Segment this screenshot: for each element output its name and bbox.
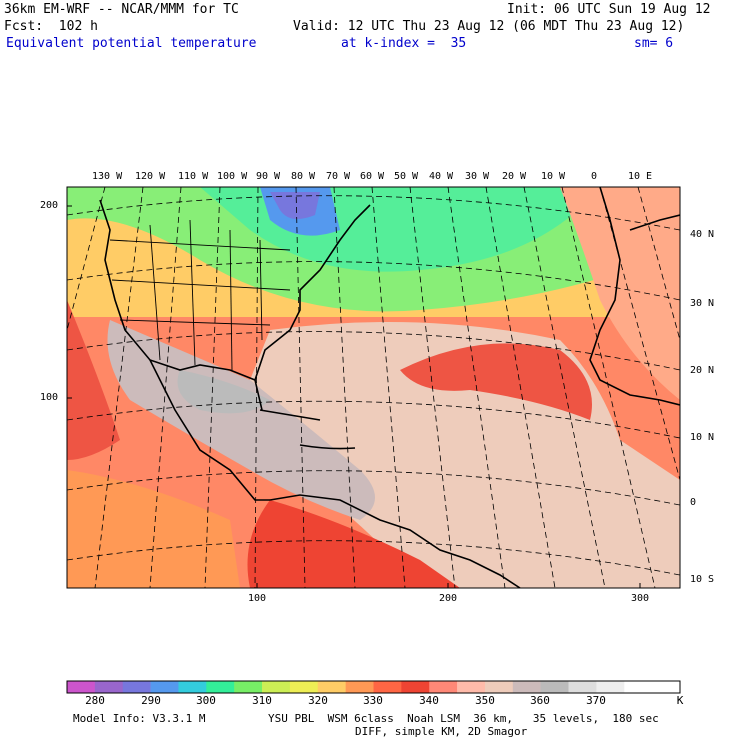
colorbar-label: 310 [252, 694, 272, 707]
colorbar-swatch [457, 681, 486, 693]
colorbar-swatch [317, 681, 346, 693]
colorbar-swatch [512, 681, 541, 693]
grid-ticks [67, 205, 641, 588]
grid-y-label: 200 [40, 200, 59, 211]
lon-label: 10 E [628, 171, 653, 182]
colorbar-swatch [652, 681, 681, 693]
model-info: Model Info: V3.3.1 M [73, 712, 206, 725]
lon-label: 110 W [178, 171, 209, 182]
field-pacific-orange [67, 470, 240, 588]
lon-label: 120 W [135, 171, 166, 182]
forecast-hour: Fcst: 102 h [4, 19, 98, 34]
coastlines [99, 187, 680, 588]
colorbar-label: 340 [419, 694, 439, 707]
colorbar-label: 290 [141, 694, 161, 707]
field-red-southamerica [247, 500, 460, 588]
field-name: Equivalent potential temperature [6, 36, 257, 51]
lat-label: 40 N [690, 229, 715, 240]
colorbar-label: 280 [85, 694, 105, 707]
lon-label: 60 W [360, 171, 385, 182]
lon-label: 70 W [326, 171, 351, 182]
colorbar-label: 360 [530, 694, 550, 707]
colorbar-label: 350 [475, 694, 495, 707]
colorbar-swatch [345, 681, 374, 693]
grid-x-label: 200 [439, 593, 458, 604]
field-pacific-red [67, 300, 120, 460]
colorbar-swatch [206, 681, 235, 693]
lon-label: 10 W [541, 171, 566, 182]
colorbar-swatch [150, 681, 179, 693]
field-east-warm [560, 187, 680, 400]
grid-x-label: 300 [631, 593, 650, 604]
lat-label: 0 [690, 497, 697, 508]
lat-label: 10 S [690, 574, 715, 585]
colorbar [66, 680, 681, 694]
diffusion-info: DIFF, simple KM, 2D Smagor [355, 725, 528, 738]
colorbar-swatch [568, 681, 597, 693]
colorbar-frame [66, 680, 681, 694]
colorbar-label: 370 [586, 694, 606, 707]
valid-time: Valid: 12 UTC Thu 23 Aug 12 (06 MDT Thu … [293, 19, 685, 34]
lon-label: 0 [591, 171, 598, 182]
colorbar-swatch [289, 681, 319, 693]
colorbar-swatch [540, 681, 569, 693]
colorbar-swatch [624, 681, 653, 693]
colorbar-swatch [122, 681, 151, 693]
lat-label: 10 N [690, 432, 715, 443]
grid-y-label: 100 [40, 392, 59, 403]
colorbar-swatch [429, 681, 458, 693]
colorbar-label: 300 [196, 694, 216, 707]
cold-pool-purple [270, 192, 320, 219]
init-time: Init: 06 UTC Sun 19 Aug 12 [507, 2, 711, 17]
latlon-grid [67, 187, 680, 588]
map-frame [66, 186, 681, 589]
colorbar-swatch [94, 681, 124, 693]
lon-label: 100 W [217, 171, 248, 182]
colorbar-swatch [262, 681, 291, 693]
lon-label: 50 W [394, 171, 419, 182]
colorbar-swatch [401, 681, 430, 693]
lat-label: 20 N [690, 365, 715, 376]
colorbar-swatch [484, 681, 514, 693]
lon-label: 90 W [256, 171, 281, 182]
lat-label: 30 N [690, 298, 715, 309]
colorbar-label: 330 [363, 694, 383, 707]
lon-label: 130 W [92, 171, 123, 182]
colorbar-swatch [67, 681, 96, 693]
model-title: 36km EM-WRF -- NCAR/MMM for TC [4, 2, 239, 17]
colorbar-unit: K [676, 694, 684, 707]
physics-info: YSU PBL WSM 6class Noah LSM 36 km, 35 le… [268, 712, 659, 725]
grid-x-label: 100 [248, 593, 267, 604]
colorbar-swatch [596, 681, 625, 693]
state-borders [109, 219, 291, 371]
colorbar-swatch [178, 681, 207, 693]
lon-label: 30 W [465, 171, 490, 182]
colorbar-swatch [373, 681, 402, 693]
colorbar-swatch [234, 681, 263, 693]
lon-label: 20 W [502, 171, 527, 182]
lon-label: 40 W [429, 171, 454, 182]
level-index: at k-index = 35 [341, 36, 467, 51]
field-red-streak [400, 343, 592, 420]
lon-label: 80 W [291, 171, 316, 182]
colorbar-label: 320 [308, 694, 328, 707]
smoothing-value: sm= 6 [634, 36, 674, 51]
field-gray-caribbean [107, 320, 375, 520]
